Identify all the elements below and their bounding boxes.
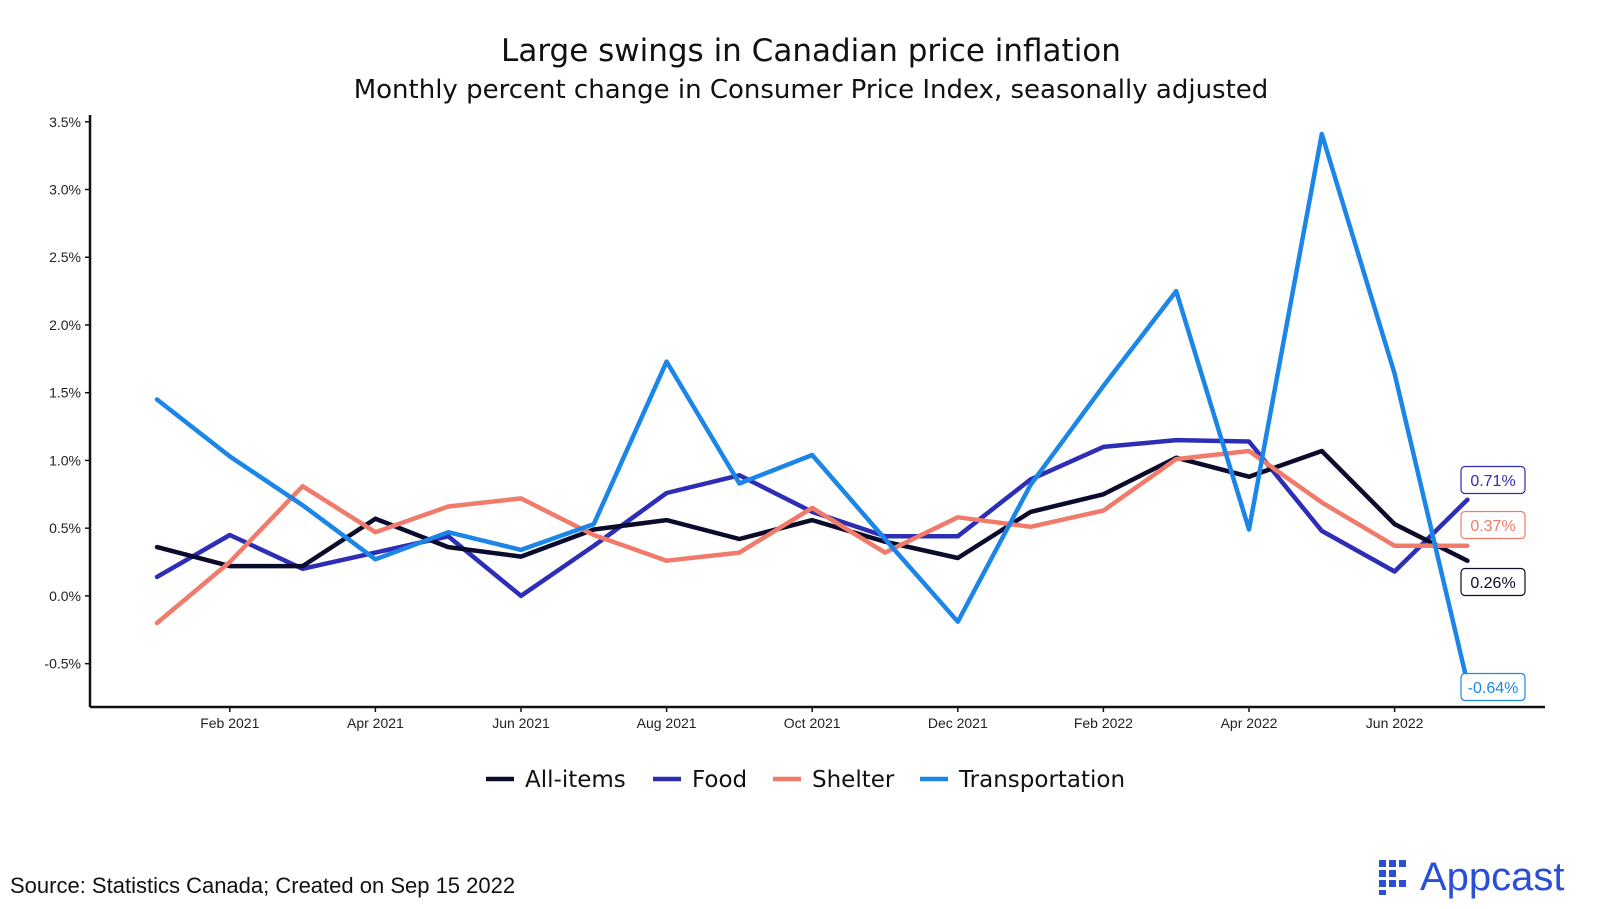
series-line-transportation — [154, 131, 1470, 685]
legend-label: Transportation — [958, 767, 1125, 793]
end-label-text: 0.37% — [1470, 518, 1515, 535]
y-tick-label: 3.5% — [49, 114, 81, 130]
legend-item-shelter: Shelter — [773, 767, 895, 793]
legend-label: Food — [692, 767, 747, 793]
y-tick-label: 0.5% — [49, 520, 81, 536]
end-label-transportation: -0.64% — [1460, 672, 1526, 702]
y-tick-label: 2.5% — [49, 249, 81, 265]
x-tick-label: Apr 2021 — [347, 715, 404, 731]
y-tick-label: -0.5% — [44, 656, 81, 672]
brand-logo: Appcast — [1378, 850, 1565, 904]
end-label-text: -0.64% — [1468, 680, 1519, 697]
source-note: Source: Statistics Canada; Created on Se… — [10, 873, 516, 898]
chart-subtitle: Monthly percent change in Consumer Price… — [354, 75, 1269, 105]
end-label-box — [1460, 567, 1526, 597]
x-tick-label: Dec 2021 — [928, 715, 988, 731]
axes: -0.5% 0.0% 0.5% 1.0% 1.5% 2.0% 2.5% 3.0% 3.5% Feb… — [44, 114, 1545, 731]
plot-area — [154, 131, 1470, 685]
end-label-text: 0.71% — [1470, 473, 1515, 490]
series-line-food — [154, 437, 1470, 599]
end-label-box — [1460, 672, 1526, 702]
end-label-text: 0.26% — [1470, 575, 1515, 592]
y-tick-label: 1.5% — [49, 385, 81, 401]
legend: All-items Food Shelter Transportation — [486, 767, 1125, 793]
x-tick-label: Feb 2022 — [1074, 715, 1133, 731]
legend-item-food: Food — [653, 767, 747, 793]
end-label-shelter: 0.37% — [1460, 510, 1526, 540]
y-tick-label: 3.0% — [49, 182, 81, 198]
chart-title: Large swings in Canadian price inflation — [501, 33, 1121, 69]
end-label-box — [1460, 510, 1526, 540]
y-tick-label: 1.0% — [49, 452, 81, 468]
legend-label: Shelter — [812, 767, 895, 793]
end-labels: 0.26% 0.71% 0.37% -0.64% — [1460, 465, 1526, 702]
series-line-all-items — [154, 448, 1470, 569]
legend-item-transportation: Transportation — [920, 767, 1125, 793]
legend-item-all-items: All-items — [486, 767, 626, 793]
y-tick-label: 0.0% — [49, 588, 81, 604]
x-tick-label: Apr 2022 — [1221, 715, 1278, 731]
end-label-all-items: 0.26% — [1460, 567, 1526, 597]
x-tick-label: Feb 2021 — [200, 715, 259, 731]
x-tick-label: Aug 2021 — [637, 715, 697, 731]
y-tick-label: 2.0% — [49, 317, 81, 333]
legend-label: All-items — [525, 767, 626, 793]
x-tick-label: Jun 2022 — [1366, 715, 1424, 731]
series-line-shelter — [154, 448, 1470, 626]
end-label-food: 0.71% — [1460, 465, 1526, 495]
brand-name: Appcast — [1420, 854, 1565, 899]
x-tick-label: Jun 2021 — [492, 715, 550, 731]
appcast-dots-icon — [1379, 860, 1406, 895]
x-tick-label: Oct 2021 — [784, 715, 841, 731]
end-label-box — [1460, 465, 1526, 495]
